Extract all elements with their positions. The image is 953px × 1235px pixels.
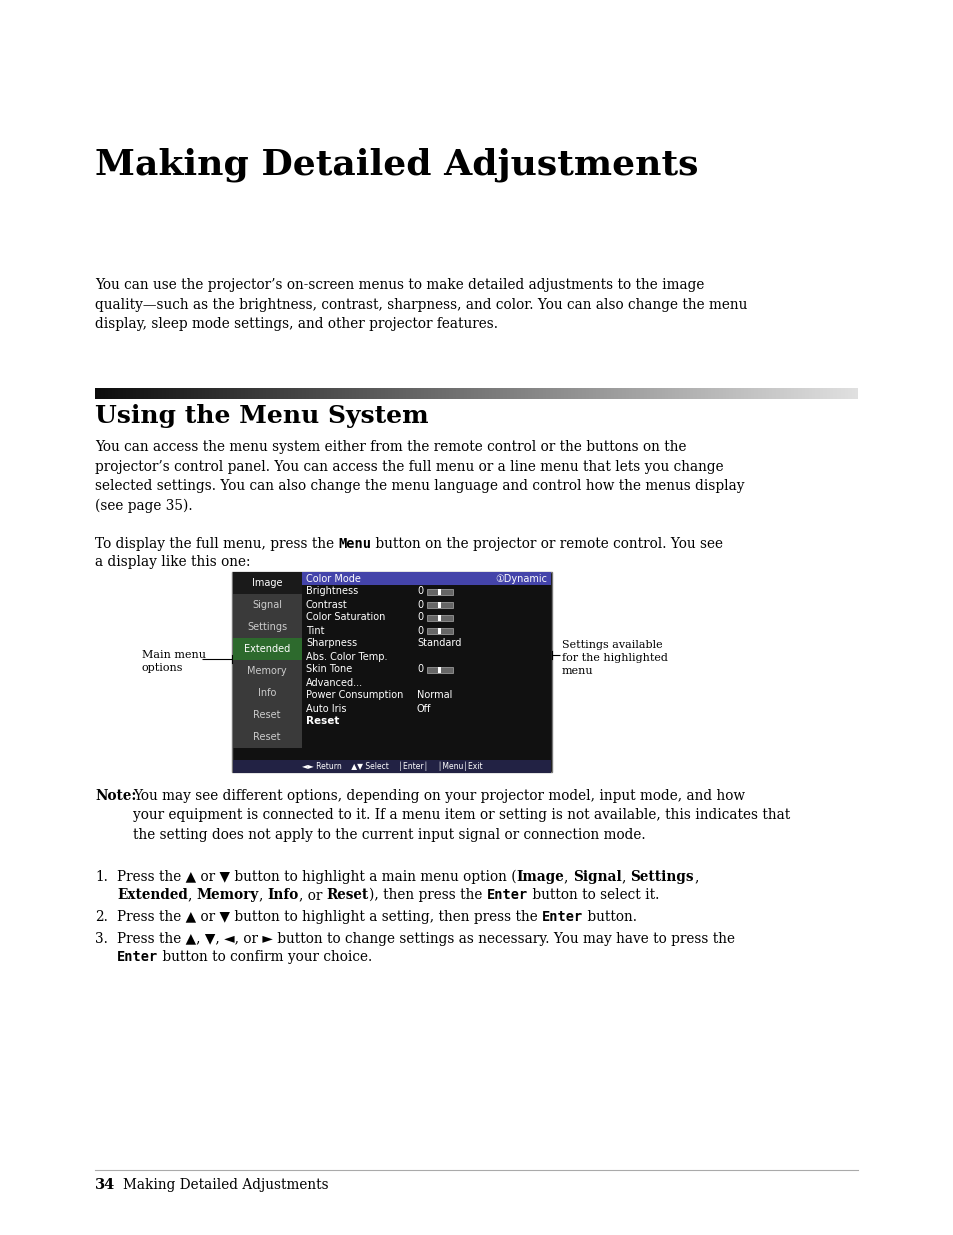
Text: ,: , (564, 869, 573, 884)
Text: ,: , (694, 869, 698, 884)
Text: Info: Info (268, 888, 298, 902)
Text: Image: Image (517, 869, 564, 884)
Text: Color Saturation: Color Saturation (306, 613, 385, 622)
Text: 0: 0 (416, 599, 423, 610)
Text: Signal: Signal (573, 869, 621, 884)
Text: Contrast: Contrast (306, 599, 348, 610)
Text: ,: , (188, 888, 196, 902)
Text: for the highlighted: for the highlighted (561, 653, 667, 663)
Text: button to confirm your choice.: button to confirm your choice. (158, 950, 372, 965)
Text: 2.: 2. (95, 910, 108, 924)
Text: button.: button. (583, 910, 637, 924)
Text: button on the projector or remote control. You see: button on the projector or remote contro… (371, 537, 722, 551)
Text: To display the full menu, press the: To display the full menu, press the (95, 537, 338, 551)
Text: 0: 0 (416, 664, 423, 674)
Text: 34: 34 (95, 1178, 115, 1192)
Text: Color Mode: Color Mode (306, 573, 360, 583)
Text: Image: Image (252, 578, 282, 588)
Text: ,: , (258, 888, 268, 902)
Text: Menu: Menu (338, 537, 371, 551)
Bar (233, 616, 302, 638)
Text: Using the Menu System: Using the Menu System (95, 404, 428, 429)
Text: Tint: Tint (306, 625, 324, 636)
Text: ①Dynamic: ①Dynamic (495, 573, 546, 583)
Text: Auto Iris: Auto Iris (306, 704, 346, 714)
Bar (438, 615, 441, 620)
Text: You can use the projector’s on-screen menus to make detailed adjustments to the : You can use the projector’s on-screen me… (95, 278, 746, 331)
Bar (233, 638, 302, 659)
Text: Press the ▲ or ▼ button to highlight a main menu option (: Press the ▲ or ▼ button to highlight a m… (117, 869, 517, 884)
Text: Press the ▲, ▼, ◄, or ► button to change settings as necessary. You may have to : Press the ▲, ▼, ◄, or ► button to change… (117, 932, 734, 946)
Text: button to select it.: button to select it. (527, 888, 659, 902)
Bar (427, 627, 453, 634)
Text: , or: , or (298, 888, 326, 902)
Text: Settings: Settings (630, 869, 694, 884)
Text: Info: Info (257, 688, 276, 698)
Text: You may see different options, depending on your projector model, input mode, an: You may see different options, depending… (132, 789, 789, 842)
Text: Off: Off (416, 704, 431, 714)
Text: Extended: Extended (244, 643, 290, 655)
Bar (233, 726, 302, 748)
Text: Power Consumption: Power Consumption (306, 690, 403, 700)
Text: Reset: Reset (306, 716, 339, 726)
Text: 1.: 1. (95, 869, 108, 884)
Text: 3.: 3. (95, 932, 108, 946)
Bar (438, 589, 441, 594)
Bar (427, 601, 453, 608)
Text: Brightness: Brightness (306, 587, 358, 597)
Text: Extended: Extended (117, 888, 188, 902)
Text: Abs. Color Temp.: Abs. Color Temp. (306, 652, 387, 662)
Text: 0: 0 (416, 613, 423, 622)
Bar (233, 760, 551, 773)
Bar (438, 601, 441, 608)
Bar (233, 594, 302, 616)
Text: ,: , (621, 869, 630, 884)
Text: a display like this one:: a display like this one: (95, 555, 251, 569)
Text: 0: 0 (416, 587, 423, 597)
Text: Reset: Reset (253, 732, 280, 742)
Text: Making Detailed Adjustments: Making Detailed Adjustments (95, 148, 698, 183)
Text: Reset: Reset (253, 710, 280, 720)
Bar (438, 667, 441, 673)
Text: Settings available: Settings available (561, 640, 662, 650)
Bar (302, 572, 551, 585)
Text: ), then press the: ), then press the (369, 888, 486, 903)
Bar (427, 667, 453, 673)
Bar (427, 589, 453, 594)
Bar (233, 659, 302, 682)
Text: Enter: Enter (541, 910, 583, 924)
Text: Making Detailed Adjustments: Making Detailed Adjustments (123, 1178, 328, 1192)
Text: options: options (142, 663, 183, 673)
Bar (233, 572, 302, 594)
Text: Memory: Memory (247, 666, 287, 676)
Text: Normal: Normal (416, 690, 452, 700)
Bar (427, 615, 453, 620)
Text: Sharpness: Sharpness (306, 638, 356, 648)
Bar (233, 704, 302, 726)
Text: Skin Tone: Skin Tone (306, 664, 352, 674)
Text: Standard: Standard (416, 638, 461, 648)
Text: Press the ▲ or ▼ button to highlight a setting, then press the: Press the ▲ or ▼ button to highlight a s… (117, 910, 541, 924)
Text: 0: 0 (416, 625, 423, 636)
Text: Enter: Enter (486, 888, 527, 902)
Text: Main menu: Main menu (142, 650, 206, 659)
Bar (232, 572, 552, 772)
Text: menu: menu (561, 666, 593, 676)
Text: Reset: Reset (326, 888, 369, 902)
Text: Note:: Note: (95, 789, 136, 803)
Text: Enter: Enter (117, 950, 158, 965)
Text: Signal: Signal (252, 600, 282, 610)
Bar (233, 682, 302, 704)
Text: Settings: Settings (247, 622, 287, 632)
Text: Memory: Memory (196, 888, 258, 902)
Text: Advanced...: Advanced... (306, 678, 363, 688)
Bar (438, 627, 441, 634)
Text: ◄► Return    ▲▼ Select    │Enter│    │Menu│Exit: ◄► Return ▲▼ Select │Enter│ │Menu│Exit (301, 762, 482, 771)
Text: You can access the menu system either from the remote control or the buttons on : You can access the menu system either fr… (95, 440, 743, 513)
